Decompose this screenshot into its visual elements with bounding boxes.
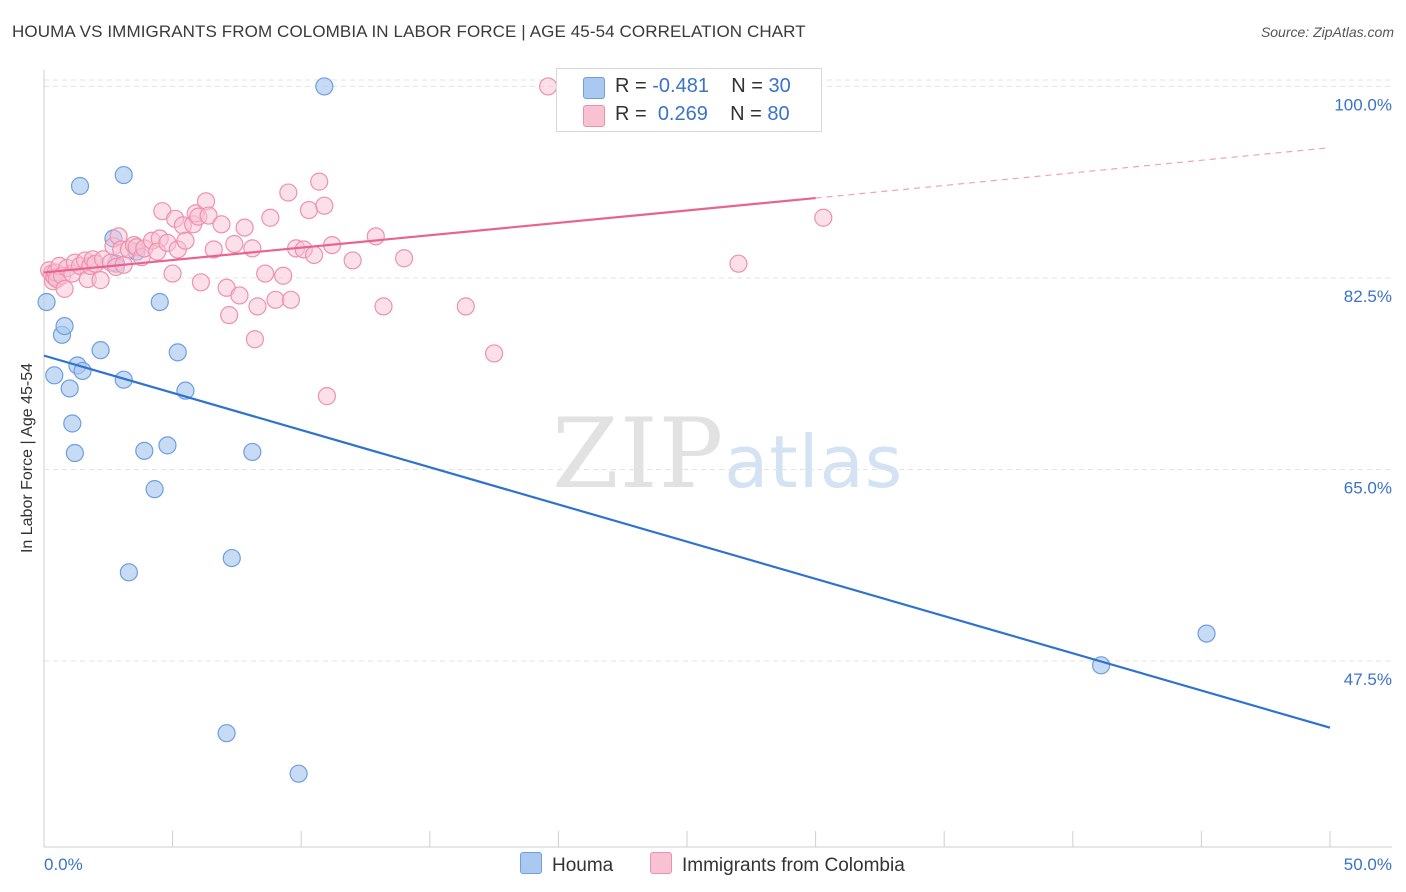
- colombia-point: [343, 251, 362, 270]
- colombia-point: [456, 297, 475, 316]
- colombia-point: [394, 249, 414, 268]
- colombia-point: [176, 231, 195, 250]
- houma-point: [158, 436, 177, 455]
- colombia-trend-line: [43, 196, 816, 274]
- colombia-point: [163, 264, 182, 283]
- colombia-point: [366, 227, 385, 246]
- n-label: N =: [731, 75, 769, 97]
- houma-point: [60, 379, 79, 398]
- colombia-point: [539, 77, 558, 96]
- colombia-legend-swatch: [650, 852, 672, 874]
- chart-title: HOUMA VS IMMIGRANTS FROM COLOMBIA IN LAB…: [12, 22, 806, 41]
- gridlines: [44, 79, 1392, 662]
- houma-point: [114, 165, 133, 185]
- legend-item-colombia: Immigrants from Colombia: [650, 852, 905, 877]
- colombia-point: [315, 196, 334, 215]
- colombia-point: [204, 240, 223, 259]
- tick-labels: 47.5% 65.0% 82.5% 100.0% 0.0% 50.0%: [44, 95, 1392, 874]
- colombia-point: [243, 239, 262, 258]
- colombia-swatch: [583, 105, 605, 127]
- colombia-point: [55, 279, 74, 298]
- colombia-point: [485, 344, 504, 363]
- n-value: 80: [767, 103, 790, 125]
- x-tick-label: 0.0%: [44, 855, 83, 874]
- legend-item-houma: Houma: [520, 852, 613, 877]
- legend-row-colombia: R = 0.269 N = 80: [615, 103, 790, 126]
- colombia-point: [248, 297, 267, 316]
- houma-point: [37, 292, 56, 312]
- colombia-point: [256, 264, 275, 283]
- r-label: R =: [615, 103, 653, 125]
- watermark-atlas: atlas: [724, 420, 904, 504]
- houma-legend-label: Houma: [552, 855, 614, 876]
- x-tick-label: 50.0%: [1344, 855, 1392, 874]
- r-value: 0.269: [657, 103, 708, 125]
- colombia-point: [279, 183, 298, 202]
- watermark-zip: ZIP: [552, 398, 725, 510]
- colombia-point: [304, 245, 324, 265]
- houma-point: [315, 77, 334, 96]
- watermark: ZIPatlas: [552, 398, 903, 510]
- houma-swatch: [583, 77, 605, 99]
- correlation-legend: R = -0.481 N = 30 R = 0.269 N = 80: [556, 68, 822, 132]
- colombia-point: [281, 290, 301, 309]
- colombia-point: [245, 330, 265, 349]
- houma-point: [243, 442, 262, 462]
- houma-point: [65, 443, 84, 463]
- colombia-point: [199, 206, 218, 225]
- houma-point: [135, 441, 154, 460]
- legend-row-houma: R = -0.481 N = 30: [615, 75, 791, 98]
- colombia-point: [274, 266, 293, 285]
- colombia-point: [266, 290, 285, 309]
- axes: [43, 70, 1392, 848]
- colombia-point: [299, 200, 319, 220]
- y-tick-label: 65.0%: [1344, 478, 1392, 497]
- houma-point: [217, 724, 236, 743]
- houma-point: [1197, 624, 1216, 643]
- houma-point: [150, 292, 169, 312]
- colombia-point: [225, 234, 244, 254]
- colombia-point: [261, 208, 280, 227]
- colombia-point: [310, 172, 329, 191]
- houma-point: [91, 341, 110, 360]
- houma-point: [222, 548, 241, 568]
- houma-point: [289, 764, 308, 783]
- r-value: -0.481: [652, 75, 709, 97]
- houma-point: [45, 366, 64, 385]
- data-points: [37, 77, 1216, 783]
- houma-point: [145, 480, 164, 499]
- colombia-trend-extension: [815, 147, 1331, 199]
- y-tick-label: 82.5%: [1344, 287, 1392, 306]
- y-tick-label: 100.0%: [1334, 95, 1392, 114]
- colombia-point: [220, 306, 239, 325]
- n-value: 30: [768, 75, 791, 97]
- colombia-point: [91, 271, 110, 290]
- colombia-point: [317, 387, 337, 406]
- n-label: N =: [730, 103, 768, 125]
- colombia-legend-label: Immigrants from Colombia: [682, 855, 905, 876]
- colombia-point: [729, 254, 748, 273]
- chart-source: Source: ZipAtlas.com: [1260, 24, 1394, 40]
- houma-legend-swatch: [520, 852, 542, 874]
- colombia-point: [814, 208, 833, 227]
- houma-point: [70, 176, 90, 196]
- houma-point: [168, 343, 187, 362]
- y-tick-label: 47.5%: [1344, 670, 1392, 689]
- colombia-point: [374, 297, 393, 316]
- houma-trend-line: [43, 354, 1331, 729]
- r-label: R =: [615, 75, 653, 97]
- houma-point: [63, 414, 82, 433]
- colombia-point: [235, 218, 254, 237]
- colombia-point: [191, 273, 210, 292]
- houma-point: [119, 563, 138, 582]
- trend-lines: [43, 147, 1331, 729]
- houma-point: [55, 316, 74, 336]
- colombia-point: [212, 215, 231, 234]
- colombia-point: [230, 286, 249, 305]
- y-axis-label: In Labor Force | Age 45-54: [19, 362, 36, 554]
